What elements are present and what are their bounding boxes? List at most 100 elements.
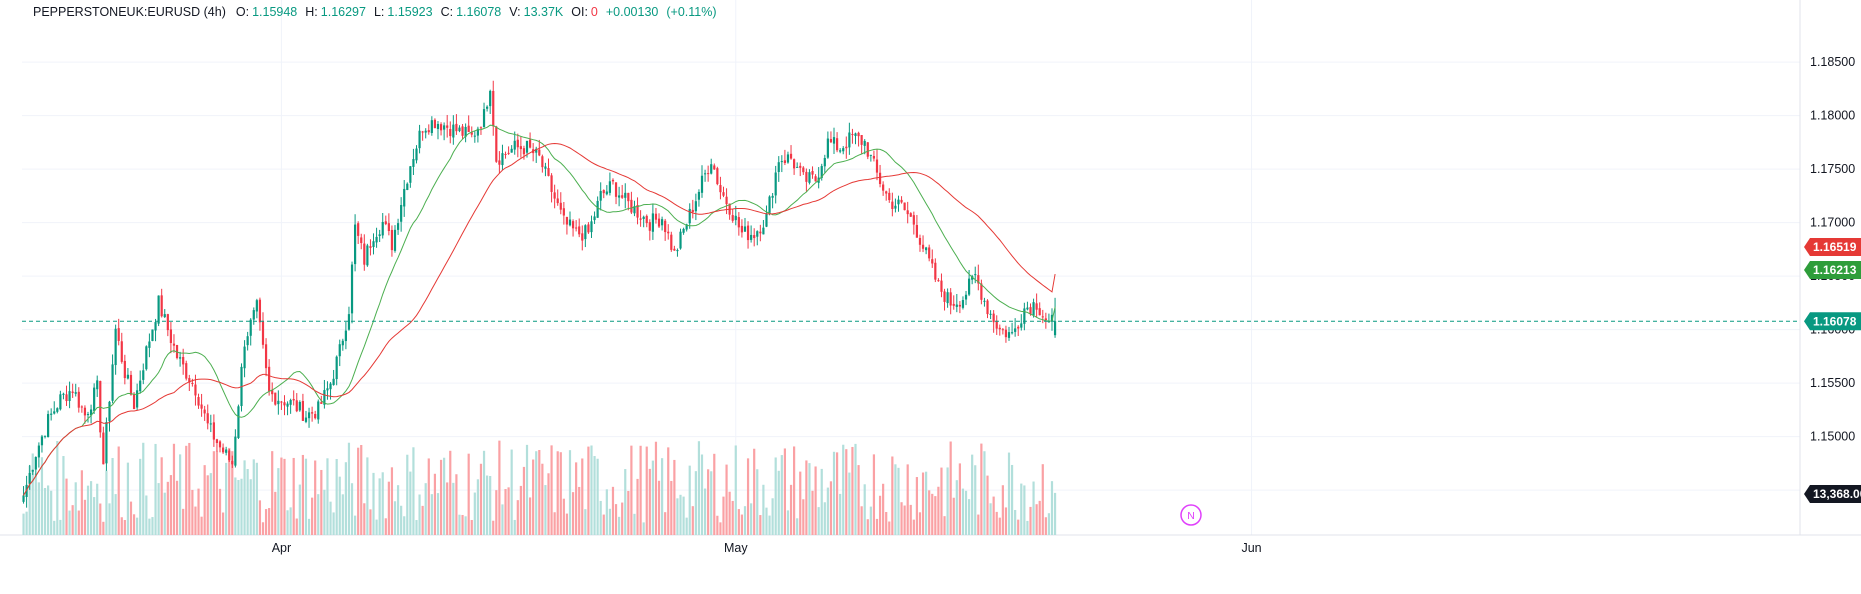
volume-bar [1026,520,1029,535]
volume-bar [765,507,768,535]
candle-body [940,280,943,292]
volume-bar [504,489,507,535]
volume-bar [421,505,424,535]
candle-body [799,165,802,168]
candle-body [1050,314,1054,321]
candle-body [136,390,139,408]
candle-body [820,166,823,178]
candle-body [1047,321,1051,323]
candle-body [823,158,826,167]
candle-body [80,406,83,408]
candle-body [700,175,704,193]
volume-bar [697,441,701,535]
volume-bar [835,452,839,535]
volume-bar [578,486,581,535]
candle-body [756,231,759,237]
volume-bar [989,503,992,535]
candle-body [906,210,909,215]
candle-body [575,227,578,229]
volume-bar [443,457,446,535]
candle-body [522,148,526,155]
candle-body [952,303,955,306]
candle-body [271,390,274,395]
volume-bar [707,469,710,535]
candle-body [455,123,458,132]
volume-bar [525,444,529,535]
candle-body [77,391,80,408]
candle-body [565,217,569,225]
candle-body [83,407,87,416]
news-badge-circle[interactable] [1180,504,1202,526]
candle-body [304,417,308,422]
volume-bar [980,443,983,535]
close-value: 1.16078 [456,5,502,19]
candle-body [151,329,154,341]
candle-body [341,340,344,346]
candle-body [326,388,329,391]
candle-body [311,412,314,414]
candle-body [163,314,166,318]
volume-bar [780,455,783,535]
candle-body [357,223,360,236]
candle-body [1020,323,1023,328]
candle-body [983,300,986,302]
symbol-label[interactable]: PEPPERSTONEUK:EURUSD (4h) [33,5,226,19]
candle-body [71,391,74,393]
candle-body [74,392,77,394]
news-badge[interactable]: N [1180,504,1202,526]
volume-bar [731,500,734,535]
price-tick-label: 1.18000 [1810,109,1855,123]
volume-bar [925,471,928,535]
volume-bar [86,485,90,535]
volume-bar [918,512,922,535]
candle-body [516,139,519,148]
price-tick-label: 1.17000 [1810,216,1855,230]
volume-bar [341,494,344,535]
candle-body [596,200,599,218]
candle-body [295,400,298,412]
volume-bar [571,492,575,535]
volume-bar [304,458,308,535]
candle-body [578,226,581,235]
candle-body [915,224,919,238]
volume-bar [132,514,136,535]
volume-bar [888,521,891,535]
candle-body [885,191,888,194]
volume-bar [1038,500,1041,535]
candle-body [964,294,968,300]
candle-body [332,378,335,385]
volume-bar [218,488,222,535]
volume-bar [633,513,636,535]
candle-body [811,171,814,175]
candle-body [458,127,461,132]
volume-bar [562,498,565,535]
candle-body [590,221,593,233]
volume-bar [630,445,633,535]
volume-bar [826,487,829,535]
volume-bar [912,519,915,535]
time-axis[interactable]: Apr May Jun [272,541,1262,555]
candle-body [602,190,605,194]
candle-body [298,402,301,411]
candle-body [992,313,995,323]
candle-body [228,450,231,461]
volume-bar [403,516,406,535]
candle-body [1004,329,1008,338]
volume-bar [83,499,87,535]
volume-bar [575,462,578,535]
volume-bar [283,458,286,535]
candle-body [387,223,390,232]
candle-body [31,469,34,472]
candle-body [258,299,262,323]
time-tick-label: May [724,541,748,555]
candle-body [424,130,427,133]
volume-bar [931,493,934,535]
volume-bar [814,466,817,535]
volume-bar [541,463,544,535]
candle-body [409,166,412,183]
candle-body [903,202,906,211]
candle-body [252,310,255,320]
volume-bar [651,460,654,535]
volume-bar [126,462,130,535]
